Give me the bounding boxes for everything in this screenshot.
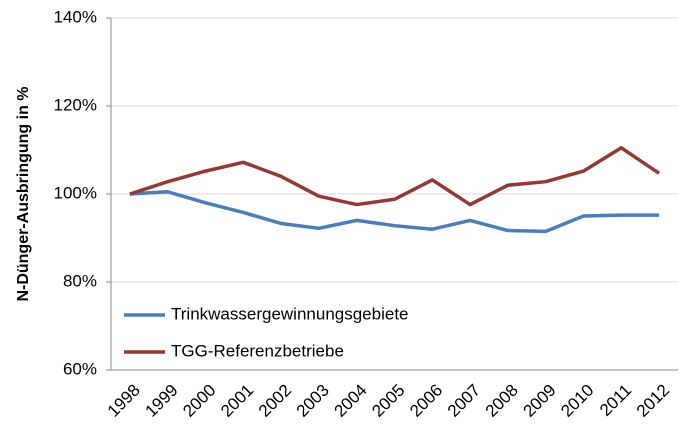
legend-label: TGG-Referenzbetriebe <box>171 341 344 360</box>
series-line <box>129 190 660 234</box>
y-tick-label: 100% <box>54 183 97 202</box>
y-tick-label: 120% <box>54 95 97 114</box>
x-tick-label: 2004 <box>331 381 371 421</box>
x-tick-label: 2008 <box>482 381 522 421</box>
legend-label: Trinkwassergewinnungsgebiete <box>171 304 409 323</box>
x-tick-label: 2012 <box>633 381 673 421</box>
y-tick-label: 80% <box>63 271 97 290</box>
x-tick-label: 2003 <box>293 381 333 421</box>
y-tick-label: 140% <box>54 7 97 26</box>
x-tick-label: 2005 <box>368 381 408 421</box>
x-tick-label: 2009 <box>520 381 560 421</box>
x-tick-label: 2001 <box>217 381 257 421</box>
x-tick-label: 2000 <box>179 381 219 421</box>
x-tick-label: 2010 <box>557 381 597 421</box>
x-tick-label: 2007 <box>444 381 484 421</box>
x-tick-label: 2011 <box>596 381 635 420</box>
x-tick-label: 1998 <box>104 381 144 421</box>
x-tick-label: 1999 <box>142 381 182 421</box>
x-tick-label: 2002 <box>255 381 295 421</box>
series-line <box>129 146 661 207</box>
x-tick-label: 2006 <box>406 381 446 421</box>
y-tick-label: 60% <box>63 359 97 378</box>
y-axis-label: N-Dünger-Ausbringung in % <box>15 86 32 301</box>
